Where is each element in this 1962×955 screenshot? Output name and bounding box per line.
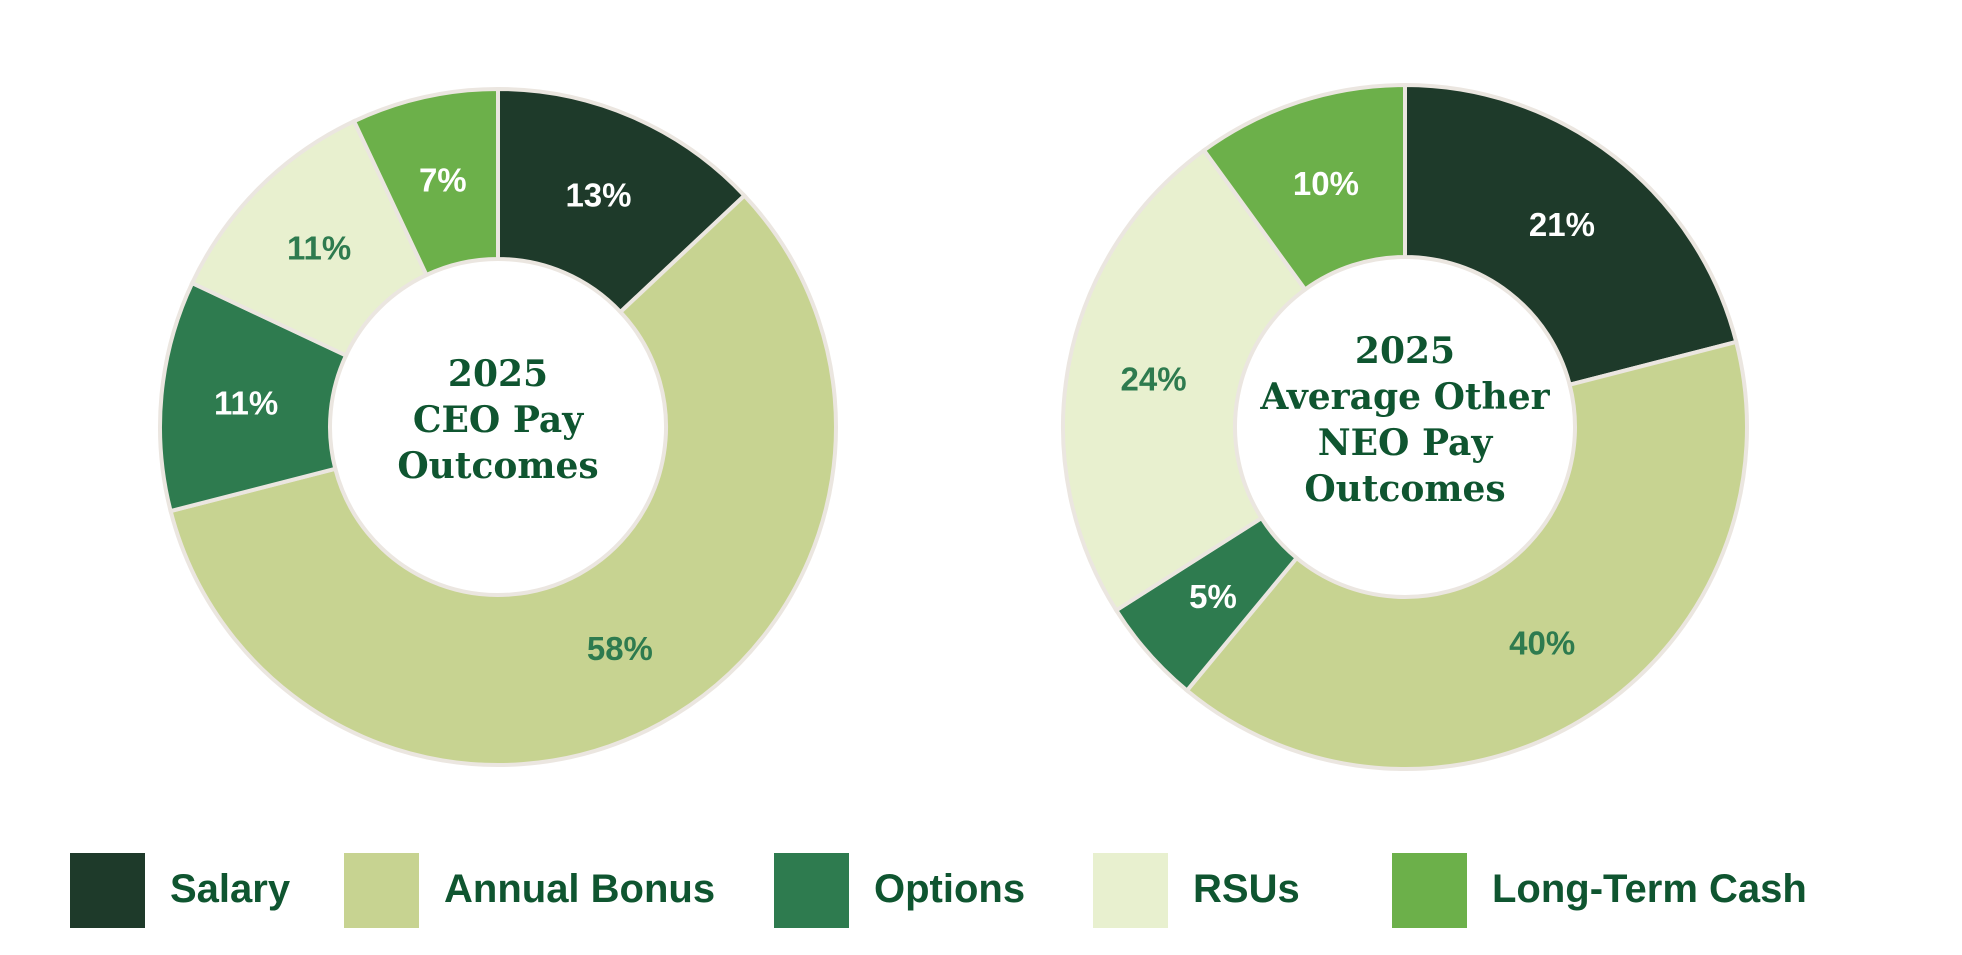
neo-center-title-line-1: 2025 xyxy=(1355,330,1455,372)
ceo-slice-annual-bonus xyxy=(168,192,838,767)
neo-slice-salary xyxy=(1403,82,1739,388)
neo-slice-rsus xyxy=(1061,147,1308,614)
legend-label-long-term-cash: Long-Term Cash xyxy=(1492,867,1807,911)
ceo-label-annual-bonus: 58% xyxy=(587,630,653,667)
legend-swatch-annual-bonus xyxy=(344,853,419,928)
legend-label-rsus: RSUs xyxy=(1193,867,1300,911)
neo-center-title-line-2: Average Other xyxy=(1259,376,1550,418)
ceo-slice-salary xyxy=(496,86,748,315)
neo-label-annual-bonus: 40% xyxy=(1509,625,1575,662)
ceo-label-salary: 13% xyxy=(565,176,631,213)
legend-swatch-salary xyxy=(70,853,145,928)
neo-label-options: 5% xyxy=(1189,578,1237,615)
neo-center-title-line-4: Outcomes xyxy=(1304,468,1505,510)
neo-label-salary: 21% xyxy=(1529,206,1595,243)
neo-label-long-term-cash: 10% xyxy=(1293,165,1359,202)
legend-label-salary: Salary xyxy=(170,867,291,911)
legend-label-options: Options xyxy=(874,867,1026,911)
ceo-center-title-line-2: CEO Pay xyxy=(413,399,584,441)
legend-swatch-long-term-cash xyxy=(1392,853,1467,928)
ceo-slice-long-term-cash xyxy=(351,86,500,278)
ceo-center-title-line-1: 2025 xyxy=(448,353,548,395)
ceo-label-long-term-cash: 7% xyxy=(419,162,467,199)
neo-label-rsus: 24% xyxy=(1121,361,1187,398)
ceo-label-rsus: 11% xyxy=(287,230,351,267)
chart-legend: Salary Annual Bonus Options RSUs Long-Te… xyxy=(70,848,1930,928)
ceo-slice-options xyxy=(158,280,349,514)
ceo-center-title-line-3: Outcomes xyxy=(397,445,598,487)
ceo-label-options: 11% xyxy=(214,385,278,422)
neo-center-title-line-3: NEO Pay xyxy=(1318,422,1494,464)
legend-label-annual-bonus: Annual Bonus xyxy=(444,867,716,911)
neo-slice-annual-bonus xyxy=(1184,339,1749,771)
legend-swatch-rsus xyxy=(1093,853,1168,928)
legend-swatch-options xyxy=(774,853,849,928)
neo-slice-long-term-cash xyxy=(1201,82,1407,293)
ceo-slice-rsus xyxy=(189,118,430,359)
